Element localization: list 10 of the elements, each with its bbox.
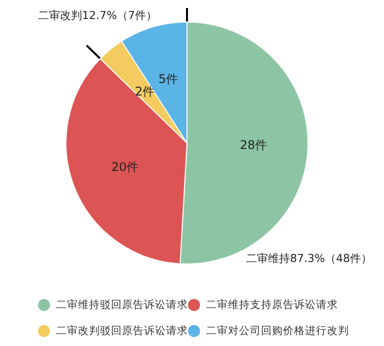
data-label: 28件 (240, 138, 268, 152)
data-label: 20件 (111, 160, 139, 174)
text: 二审改判12.7%（7件） (38, 9, 157, 22)
legend-label: 二审维持支持原告诉讼请求 (206, 298, 338, 312)
data-label: 5件 (158, 72, 178, 86)
legend-label: 二审改判驳回原告诉讼请求 (56, 324, 188, 338)
text: 二审维持87.3%（48件） (246, 252, 372, 265)
legend-label: 二审维持驳回原告诉讼请求 (56, 298, 188, 312)
legend-label: 二审对公司回购价格进行改判 (206, 324, 349, 338)
data-label: 2件 (135, 84, 155, 98)
